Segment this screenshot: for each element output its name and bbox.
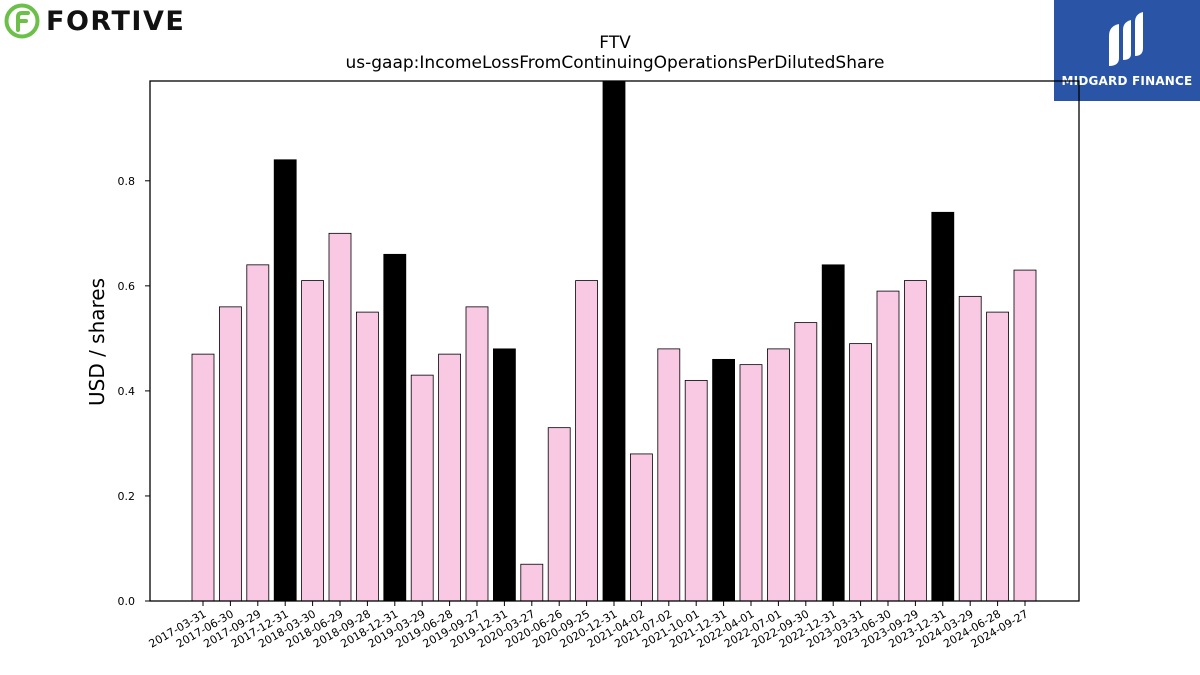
partner-logo: MIDGARD FINANCE bbox=[1054, 0, 1200, 101]
bar-2022-09-30 bbox=[794, 322, 818, 602]
chart-subtitle: us-gaap:IncomeLossFromContinuingOperatio… bbox=[346, 53, 885, 73]
fortive-logo-icon bbox=[4, 3, 40, 39]
bar-2017-06-30 bbox=[218, 306, 242, 602]
bar-2023-12-31 bbox=[931, 211, 955, 602]
company-logo-text: FORTIVE bbox=[46, 5, 186, 37]
midgard-logo-icon bbox=[1109, 12, 1143, 66]
y-axis-label: USD / shares bbox=[85, 278, 109, 406]
bar-2021-10-01 bbox=[684, 379, 708, 602]
partner-logo-text: MIDGARD FINANCE bbox=[1061, 74, 1193, 88]
bar-2019-06-28 bbox=[438, 353, 462, 602]
bar-2021-04-02 bbox=[630, 453, 653, 602]
bar-2023-03-31 bbox=[849, 343, 872, 602]
bar-2019-09-27 bbox=[465, 306, 489, 602]
bar-2020-12-31 bbox=[602, 80, 626, 602]
bar-2022-04-01 bbox=[739, 364, 763, 602]
company-logo: FORTIVE bbox=[4, 3, 185, 39]
y-tick-label: 0.4 bbox=[118, 385, 136, 398]
bar-2023-06-30 bbox=[876, 290, 900, 602]
bar-2018-03-30 bbox=[301, 280, 325, 602]
bar-2018-06-29 bbox=[328, 232, 352, 602]
bar-2024-09-27 bbox=[1013, 269, 1037, 602]
bar-2019-12-31 bbox=[492, 348, 516, 602]
bar-2017-09-29 bbox=[246, 264, 270, 602]
bar-2020-06-26 bbox=[547, 427, 571, 602]
bar-2021-07-02 bbox=[657, 348, 681, 602]
y-tick-label: 0.8 bbox=[118, 175, 136, 188]
bar-2022-12-31 bbox=[821, 264, 845, 602]
bar-2017-03-31 bbox=[191, 353, 215, 602]
y-tick-label: 0.0 bbox=[118, 595, 136, 608]
bar-2018-09-28 bbox=[355, 311, 379, 602]
bar-2019-03-29 bbox=[410, 374, 434, 602]
bar-2023-09-29 bbox=[904, 280, 927, 602]
bar-2020-09-25 bbox=[575, 280, 598, 602]
plot-frame bbox=[149, 80, 1080, 602]
chart-title: FTV bbox=[599, 33, 631, 53]
bar-2024-03-29 bbox=[958, 295, 982, 602]
bar-2020-03-27 bbox=[520, 563, 544, 602]
y-tick-label: 0.2 bbox=[118, 490, 136, 503]
bar-2022-07-01 bbox=[767, 348, 790, 602]
bar-2017-12-31 bbox=[273, 159, 297, 602]
bar-2021-12-31 bbox=[712, 358, 735, 602]
y-tick-label: 0.6 bbox=[118, 280, 136, 293]
bar-2024-06-28 bbox=[986, 311, 1009, 602]
bar-2018-12-31 bbox=[383, 253, 407, 602]
